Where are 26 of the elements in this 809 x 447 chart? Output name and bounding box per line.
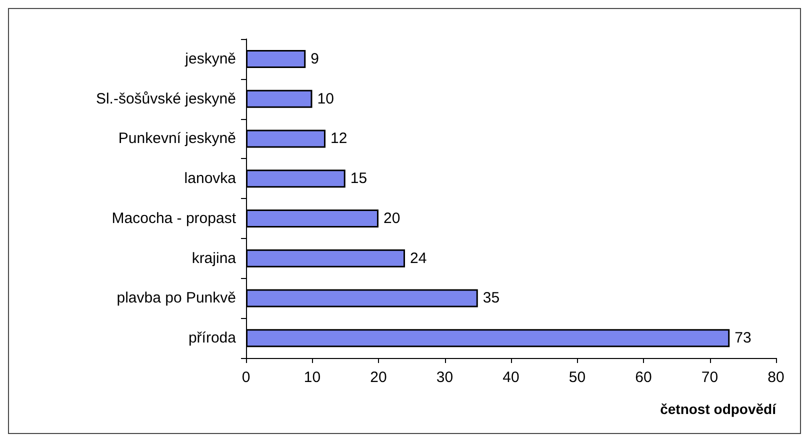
x-tick-label: 70 bbox=[701, 369, 718, 386]
y-tick-label: Punkevní jeskyně bbox=[118, 130, 236, 148]
x-axis-title: četnost odpovědí bbox=[660, 401, 778, 417]
data-label: 15 bbox=[350, 170, 368, 188]
data-label: 20 bbox=[384, 210, 400, 227]
x-tick-label: 10 bbox=[304, 369, 321, 386]
y-tick-label: lanovka bbox=[184, 170, 237, 188]
x-tick-label: 0 bbox=[242, 369, 250, 386]
y-tick-label: jeskyně bbox=[184, 50, 236, 68]
data-label: 12 bbox=[330, 130, 348, 148]
y-tick-label: Macocha - propast bbox=[112, 210, 237, 227]
x-tick-label: 80 bbox=[768, 369, 784, 386]
x-tick-label: 50 bbox=[568, 369, 586, 386]
data-label: 9 bbox=[310, 50, 319, 68]
x-tick-label: 40 bbox=[502, 369, 520, 386]
y-tick-label: příroda bbox=[188, 330, 237, 347]
y-tick-label: Sl.-šošůvské jeskyně bbox=[96, 90, 236, 108]
data-label: 10 bbox=[317, 90, 334, 108]
x-tick-label: 20 bbox=[370, 369, 387, 386]
data-label: 73 bbox=[734, 330, 752, 347]
x-tick-label: 30 bbox=[436, 369, 454, 386]
data-label: 24 bbox=[410, 250, 427, 267]
x-tick-label: 60 bbox=[635, 369, 652, 386]
data-label: 35 bbox=[482, 290, 500, 307]
y-tick-label: plavba po Punkvě bbox=[116, 290, 236, 307]
y-tick-label: krajina bbox=[192, 250, 237, 267]
